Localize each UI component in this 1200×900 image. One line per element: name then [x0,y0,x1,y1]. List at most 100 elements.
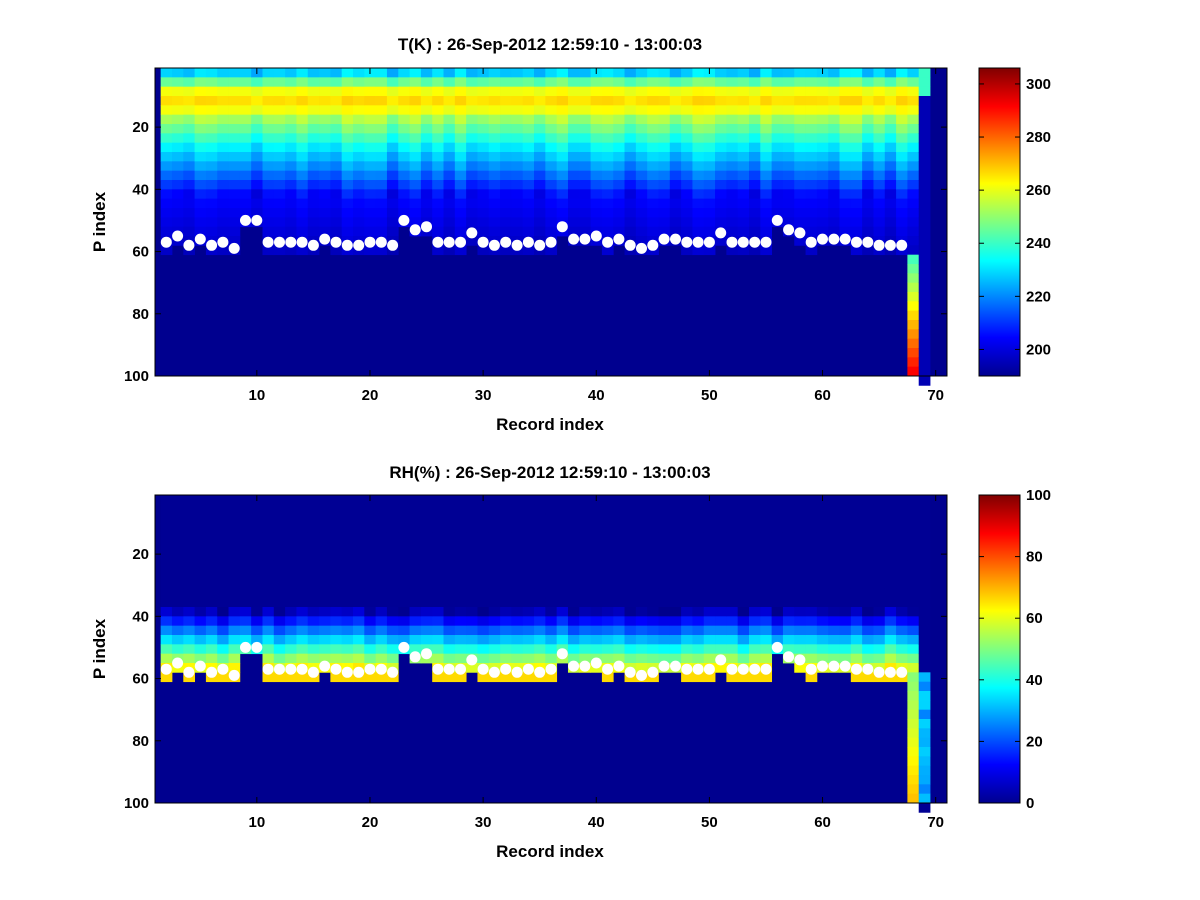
heatmap-cell [896,616,908,627]
heatmap-cell [850,504,863,515]
heatmap-cell [353,607,365,617]
heatmap-cell [171,551,184,561]
heatmap-cell [239,133,252,144]
heatmap-cell [873,142,886,153]
heatmap-cell [443,513,456,524]
heatmap-cell [601,541,614,552]
heatmap-cell [273,513,286,524]
surface-marker [613,660,625,672]
heatmap-cell [160,513,173,524]
heatmap-cell [239,96,252,106]
heatmap-cell [160,133,173,144]
heatmap-cell [590,124,603,134]
heatmap-cell [658,114,671,125]
heatmap-cell [839,541,852,552]
heatmap-cell [319,551,331,561]
heatmap-cell [681,208,693,218]
heatmap-cell [737,142,750,153]
heatmap-cell [873,523,886,533]
heatmap-cell [228,236,241,246]
heatmap-cell [760,644,773,655]
heatmap-cell [896,607,908,617]
heatmap-cell [907,719,920,729]
heatmap-cell [319,532,331,543]
heatmap-cell [703,569,716,580]
heatmap-cell [194,208,207,218]
heatmap-cell [749,198,761,209]
heatmap-cell [771,560,784,571]
heatmap-cell [703,170,716,181]
heatmap-cell [703,588,716,599]
surface-marker [341,666,353,678]
heatmap-cell [432,541,444,552]
heatmap-cell [567,105,580,116]
heatmap-cell [896,86,908,97]
heatmap-cell [839,551,852,561]
heatmap-cell [760,77,773,88]
heatmap-cell [511,569,524,580]
heatmap-cell [737,198,750,209]
heatmap-cell [262,226,275,237]
heatmap-cell [443,560,456,571]
surface-marker [375,236,387,248]
heatmap-cell [251,616,263,627]
heatmap-cell [850,616,863,627]
heatmap-cell [171,208,184,218]
heatmap-cell [375,161,388,172]
heatmap-cell [681,635,693,645]
heatmap-cell [251,96,263,106]
heatmap-cell [477,607,490,617]
heatmap-cell [669,513,682,524]
heatmap-cell [228,541,241,552]
heatmap-cell [341,541,354,552]
heatmap-cell [420,198,433,209]
heatmap-cell [171,77,184,88]
heatmap-cell [500,616,512,627]
heatmap-cell [466,560,478,571]
heatmap-cell [500,105,512,116]
heatmap-cell [613,616,625,627]
heatmap-cell [918,338,931,349]
heatmap-cell [477,551,490,561]
heatmap-cell [749,170,761,181]
heatmap-cell [443,607,456,617]
heatmap-cell [794,504,806,515]
heatmap-cell [726,68,739,78]
heatmap-cell [873,86,886,97]
heatmap-cell [839,124,852,134]
heatmap-cell [692,523,705,533]
heatmap-cell [850,217,863,228]
heatmap-cell [828,579,840,589]
heatmap-cell [782,161,795,172]
heatmap-cell [749,523,761,533]
heatmap-cell [681,597,693,608]
heatmap-cell [601,180,614,190]
heatmap-cell [285,635,297,645]
heatmap-cell [782,86,795,97]
heatmap-cell [794,551,806,561]
heatmap-cell [918,532,931,543]
heatmap-cell [794,189,806,200]
heatmap-cell [862,217,874,228]
heatmap-cell [171,96,184,106]
heatmap-cell [341,142,354,153]
heatmap-cell [500,541,512,552]
heatmap-cell [567,189,580,200]
heatmap-cell [907,236,920,246]
heatmap-cell [262,588,275,599]
heatmap-cell [624,189,637,200]
heatmap-cell [466,236,478,246]
heatmap-cell [613,77,625,88]
heatmap-cell [692,588,705,599]
heatmap-cell [896,189,908,200]
heatmap-cell [307,569,320,580]
heatmap-cell [262,86,275,97]
heatmap-cell [251,607,263,617]
heatmap-cell [228,616,241,627]
heatmap-cell [794,96,806,106]
heatmap-cell [907,338,920,349]
heatmap-cell [794,170,806,181]
heatmap-cell [228,663,241,673]
heatmap-cell [534,124,546,134]
heatmap-cell [579,189,591,200]
